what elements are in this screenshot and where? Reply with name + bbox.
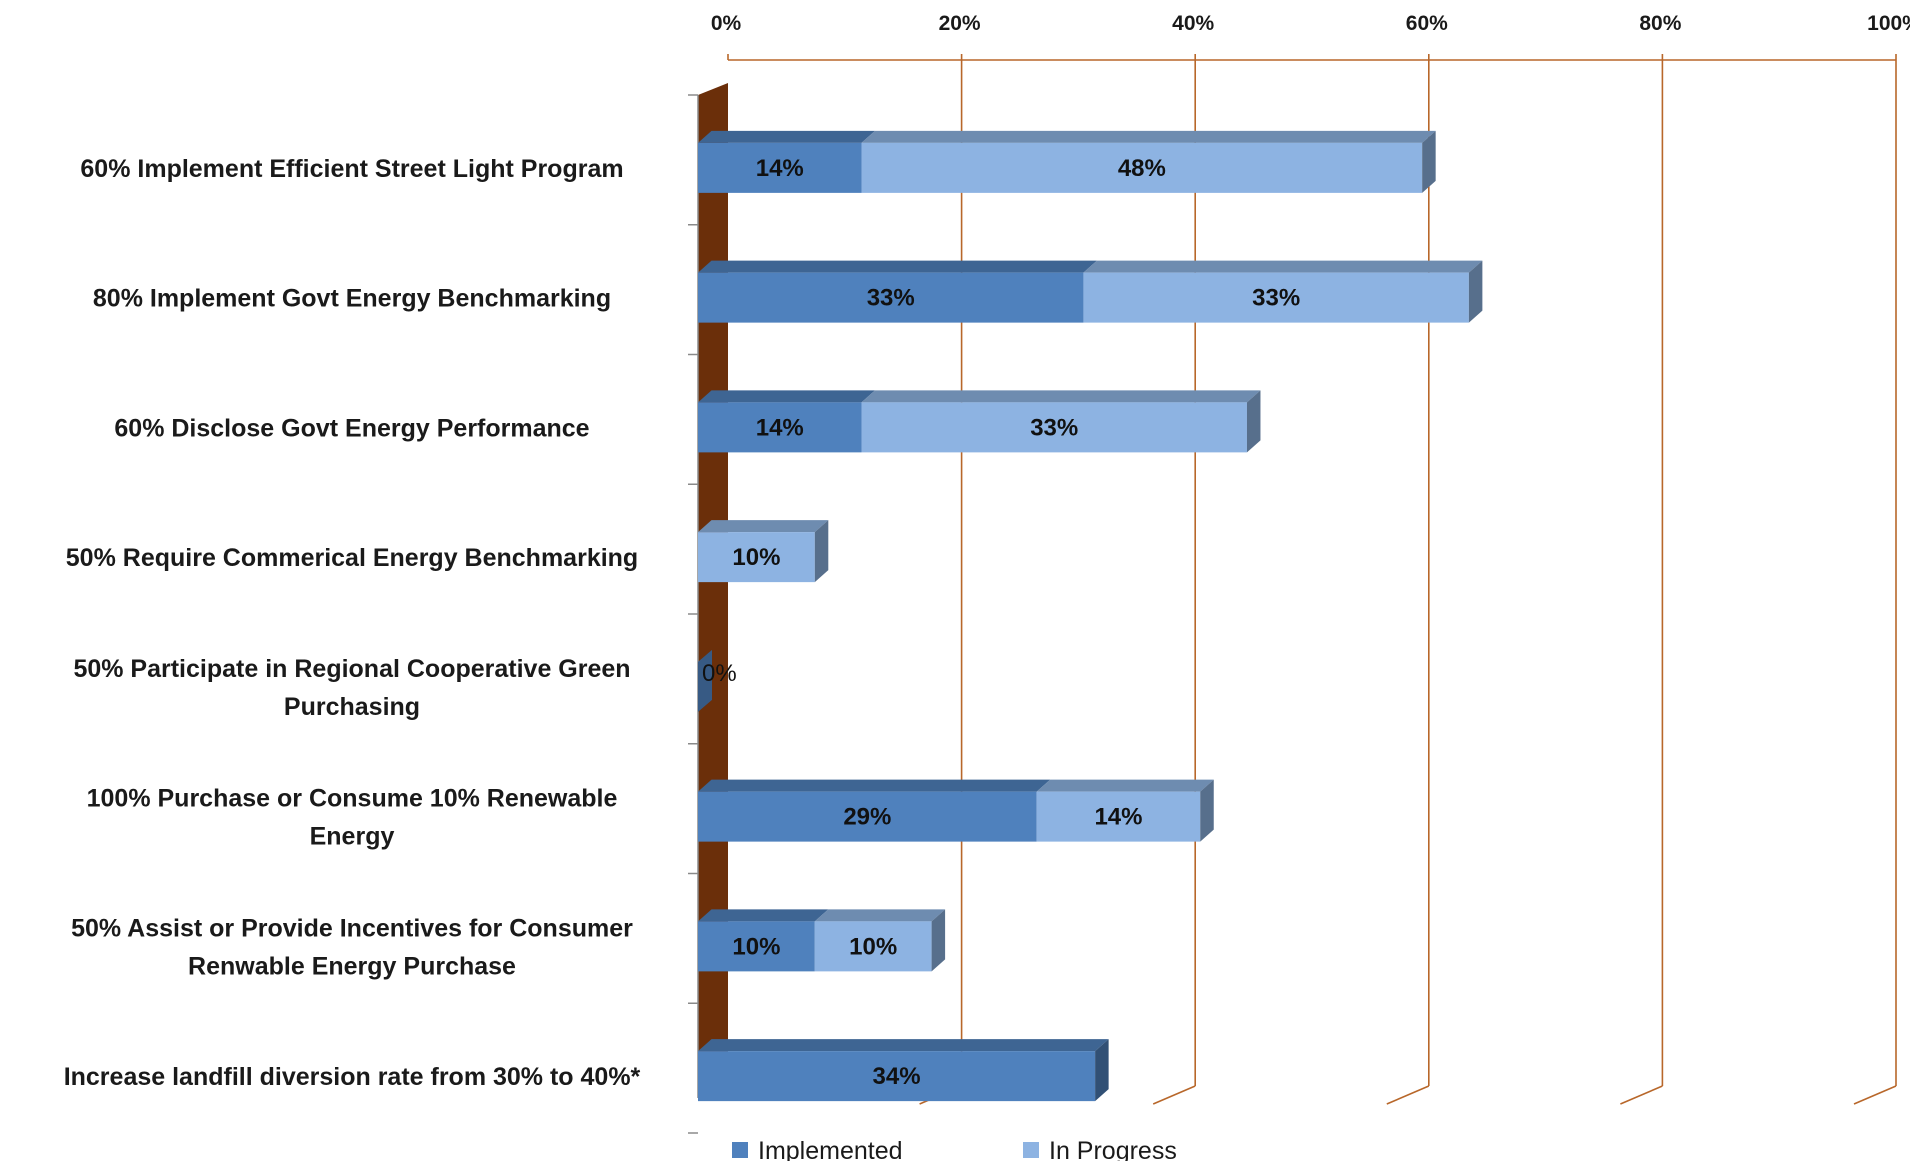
- bar-top-face: [698, 130, 876, 143]
- data-label: 29%: [843, 804, 891, 831]
- floor-line: [1152, 1085, 1196, 1105]
- bar-top-face: [698, 909, 829, 922]
- side-wall: [698, 83, 728, 1098]
- data-label: 10%: [732, 933, 780, 960]
- data-label: 48%: [1118, 155, 1166, 182]
- bar-top-face: [1036, 779, 1214, 792]
- bar-end-face: [1200, 779, 1214, 842]
- bar-end-face: [931, 909, 946, 972]
- bar-top-face: [698, 779, 1051, 792]
- category-label: Increase landfill diversion rate from 30…: [64, 1063, 641, 1091]
- bar-top-face: [698, 260, 1097, 273]
- legend-label: Implemented: [758, 1137, 903, 1161]
- bar-segment: [698, 402, 862, 453]
- bar-segment: [861, 402, 1247, 453]
- bar-segment: [1036, 791, 1201, 842]
- category-label: 50% Assist or Provide Incentives for Con…: [71, 914, 633, 942]
- bar-top-face: [814, 909, 946, 922]
- x-tick-label: 0%: [711, 12, 742, 35]
- x-tick-label: 60%: [1406, 12, 1448, 35]
- bar-top-face: [698, 1039, 1109, 1052]
- floor-line: [1386, 1085, 1430, 1105]
- category-label: Purchasing: [284, 693, 420, 721]
- data-label: 14%: [756, 155, 804, 182]
- bar-end-face: [814, 520, 829, 583]
- bar-end-face: [1095, 1039, 1109, 1102]
- floor-line: [1620, 1085, 1663, 1105]
- bar-end-face: [1468, 260, 1483, 323]
- category-labels: 60% Implement Efficient Street Light Pro…: [64, 155, 641, 1091]
- x-tick-label: 100%: [1867, 12, 1910, 35]
- data-label: 14%: [756, 414, 804, 441]
- bar-segment: [698, 791, 1037, 842]
- category-label: 80% Implement Govt Energy Benchmarking: [93, 285, 611, 313]
- gridlines: [688, 54, 1897, 1134]
- category-label: 100% Purchase or Consume 10% Renewable: [87, 785, 618, 813]
- data-labels: 14% 48% 33% 33% 14% 33% 10% 0% 29% 14% 10% 10% 34%: [702, 155, 1300, 1090]
- bars: [698, 130, 1483, 1102]
- bar-end-face: [1246, 390, 1261, 453]
- category-label: 50% Participate in Regional Cooperative …: [73, 655, 630, 683]
- data-label: 0%: [702, 660, 737, 687]
- category-label: Renwable Energy Purchase: [188, 952, 516, 980]
- x-tick-label: 20%: [939, 12, 981, 35]
- floor-line: [1853, 1085, 1897, 1105]
- data-label: 10%: [732, 544, 780, 571]
- bar-segment: [1083, 272, 1469, 323]
- bar-segment: [814, 921, 932, 972]
- bar-zero-sliver: [698, 649, 712, 712]
- category-label: 60% Disclose Govt Energy Performance: [114, 414, 589, 442]
- data-label: 33%: [867, 285, 915, 312]
- bar-segment: [698, 532, 815, 583]
- data-label: 34%: [873, 1063, 921, 1090]
- bar-top-face: [861, 130, 1436, 143]
- bar-top-face: [1083, 260, 1483, 273]
- bar-top-face: [861, 390, 1261, 403]
- data-label: 33%: [1030, 414, 1078, 441]
- x-tick-label: 40%: [1172, 12, 1214, 35]
- legend-label: In Progress: [1049, 1137, 1177, 1161]
- x-tick-label: 80%: [1639, 12, 1681, 35]
- bar-end-face: [1422, 130, 1436, 193]
- bar-top-face: [698, 390, 876, 403]
- legend-swatch: [1023, 1142, 1039, 1158]
- legend-swatch: [732, 1142, 748, 1158]
- data-label: 14%: [1094, 804, 1142, 831]
- category-label: 50% Require Commerical Energy Benchmarki…: [66, 544, 638, 572]
- bar-segment: [698, 1051, 1096, 1102]
- data-label: 10%: [849, 933, 897, 960]
- bar-segment: [861, 142, 1423, 193]
- bar-segment: [698, 272, 1084, 323]
- x-axis-ticks: 0% 20% 40% 60% 80% 100%: [711, 12, 1910, 35]
- category-label: 60% Implement Efficient Street Light Pro…: [80, 155, 623, 183]
- bar-segment: [698, 142, 862, 193]
- bar-segment: [698, 921, 815, 972]
- legend: Implemented In Progress: [732, 1137, 1177, 1161]
- category-label: Energy: [310, 823, 395, 851]
- data-label: 33%: [1252, 285, 1300, 312]
- bar-top-face: [698, 520, 829, 533]
